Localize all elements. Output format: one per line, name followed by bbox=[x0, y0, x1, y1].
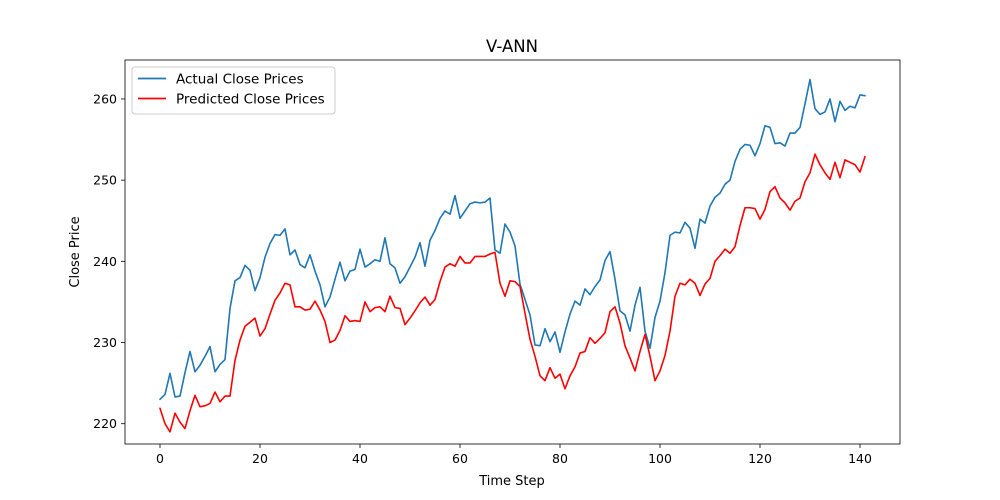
x-tick-label: 60 bbox=[452, 451, 468, 466]
legend-label-actual: Actual Close Prices bbox=[176, 72, 304, 88]
plot-frame bbox=[124, 59, 901, 445]
chart-title: V-ANN bbox=[486, 37, 538, 56]
legend-box bbox=[131, 66, 336, 115]
x-tick-label: 120 bbox=[748, 451, 772, 466]
y-tick-label: 220 bbox=[93, 416, 117, 431]
y-tick-label: 250 bbox=[93, 173, 117, 188]
y-tick-label: 230 bbox=[93, 335, 117, 350]
legend-label-predicted: Predicted Close Prices bbox=[176, 92, 325, 108]
x-axis: 0 20 40 60 80 100 120 140 bbox=[156, 444, 872, 466]
plot-background bbox=[125, 60, 900, 444]
series-line-predicted bbox=[159, 153, 866, 433]
x-axis-label: Time Step bbox=[478, 474, 545, 489]
x-tick-label: 40 bbox=[352, 451, 368, 466]
series-line-actual bbox=[159, 78, 866, 401]
y-axis: 220 230 240 250 260 bbox=[93, 91, 125, 431]
x-tick-label: 140 bbox=[848, 451, 872, 466]
y-axis-label: Close Price bbox=[68, 216, 83, 287]
y-tick-label: 240 bbox=[93, 254, 117, 269]
x-tick-label: 20 bbox=[252, 451, 268, 466]
series-layer bbox=[159, 78, 866, 433]
x-tick-label: 80 bbox=[552, 451, 568, 466]
plot-area bbox=[124, 59, 901, 445]
legend: Actual Close Prices Predicted Close Pric… bbox=[131, 66, 336, 115]
x-tick-label: 0 bbox=[156, 451, 164, 466]
x-tick-label: 100 bbox=[648, 451, 672, 466]
y-tick-label: 260 bbox=[93, 91, 117, 106]
